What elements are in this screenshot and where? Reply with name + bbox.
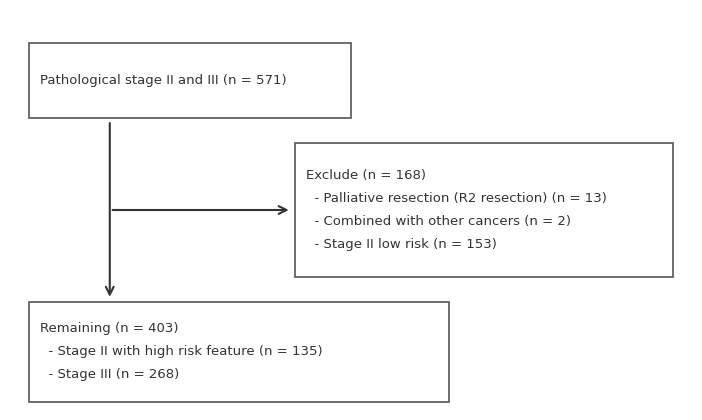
FancyBboxPatch shape: [295, 143, 673, 277]
Text: - Stage III (n = 268): - Stage III (n = 268): [40, 368, 179, 381]
Text: Remaining (n = 403): Remaining (n = 403): [40, 323, 178, 336]
Text: Exclude (n = 168): Exclude (n = 168): [305, 169, 425, 182]
Text: - Stage II with high risk feature (n = 135): - Stage II with high risk feature (n = 1…: [40, 345, 322, 358]
Text: - Combined with other cancers (n = 2): - Combined with other cancers (n = 2): [305, 215, 571, 228]
Text: Pathological stage II and III (n = 571): Pathological stage II and III (n = 571): [40, 74, 286, 87]
Text: - Palliative resection (R2 resection) (n = 13): - Palliative resection (R2 resection) (n…: [305, 192, 607, 205]
FancyBboxPatch shape: [29, 43, 351, 118]
FancyBboxPatch shape: [29, 302, 449, 402]
Text: - Stage II low risk (n = 153): - Stage II low risk (n = 153): [305, 238, 496, 251]
